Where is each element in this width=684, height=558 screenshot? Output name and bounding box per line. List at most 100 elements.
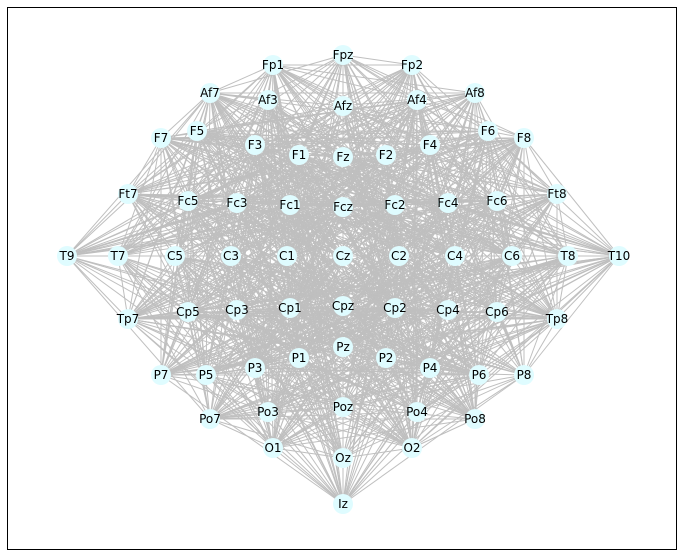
edge-p8-po4 [416,374,525,413]
node-c1: C1 [277,246,297,266]
edge-p5-po3 [205,374,269,413]
edge-t7-po7 [117,255,211,420]
edge-p8-iz [342,374,525,505]
edge-pz-po8 [342,346,476,420]
node-cp1: Cp1 [278,298,302,318]
edge-tp8-p8 [523,318,558,376]
nodes-layer: Fpz Fp1 Fp2 Af7 Af3 Afz Af4 Af8 F7 F5 F3 F1 Fz F2 F4 F6… [57,45,630,514]
node-label: Cp5 [176,305,200,319]
node-label: Fc6 [486,194,507,208]
node-af8: Af8 [465,83,485,103]
node-circle [487,191,507,211]
node-label: Fp2 [401,58,423,72]
edge-fc6-ft8 [496,193,558,202]
node-circle [118,309,138,329]
node-fz: Fz [333,147,353,167]
edge-cpz-p1 [298,305,344,359]
node-circle [469,365,489,385]
edge-tp8-p7 [160,318,558,376]
node-c2: C2 [389,246,409,266]
edge-fc6-t10 [496,200,620,257]
edge-tp8-o1 [272,318,558,449]
edge-cz-po8 [342,255,476,420]
edge-t8-p8 [523,255,569,376]
node-c6: C6 [502,246,522,266]
node-label: C5 [167,249,183,263]
edge-fc6-t9 [66,200,498,257]
node-label: Af3 [258,93,278,107]
node-fp1: Fp1 [262,55,284,75]
node-label: P1 [292,351,307,365]
node-circle [280,195,300,215]
edge-cp1-p3 [254,307,291,369]
node-t7: T7 [108,246,128,266]
edge-f4-tp7 [127,144,431,320]
edge-fc6-c1 [286,200,498,257]
edge-cp2-poz [342,307,396,408]
edge-p8-o2 [411,374,525,449]
node-label: P4 [423,361,438,375]
edges-layer [66,54,620,505]
edge-f7-ft7 [127,137,162,195]
node-circle [289,348,309,368]
edge-t10-tp8 [556,255,620,320]
node-fc2: Fc2 [384,195,406,215]
edge-p6-po7 [209,374,480,420]
edge-p8-poz [342,374,525,408]
node-label: Fc3 [226,196,247,210]
edge-c2-cp4 [398,255,449,311]
node-fc3: Fc3 [226,193,248,213]
edge-p5-o1 [205,374,274,449]
node-circle [245,358,265,378]
node-cpz: Cpz [332,296,354,316]
edge-cz-tp7 [127,255,344,320]
edge-ft8-cz [342,193,558,257]
node-fp2: Fp2 [401,55,423,75]
node-label: T7 [110,249,126,263]
node-label: C4 [447,249,463,263]
edge-c3-cpz [230,255,344,307]
edge-t9-tp7 [66,255,129,320]
edge-f1-cp4 [298,154,449,311]
edge-fc4-t9 [66,202,449,257]
node-circle [178,302,198,322]
node-label: Af7 [200,86,220,100]
edge-cp6-po7 [209,311,498,420]
node-t10: T10 [607,246,630,266]
edge-t8-po4 [416,255,569,413]
edge-cp3-iz [236,309,344,505]
edge-cp2-o2 [394,307,413,449]
node-circle [514,128,534,148]
edge-po4-iz [342,411,418,505]
node-label: Cz [336,249,351,263]
edge-t8-oz [342,255,569,459]
node-circle [609,246,629,266]
node-label: Cpz [332,299,354,313]
edge-cp5-o2 [187,311,413,449]
node-fc5: Fc5 [177,191,199,211]
node-circle [514,365,534,385]
node-fc1: Fc1 [279,195,301,215]
node-circle [151,365,171,385]
edge-t10-cp5 [187,255,620,313]
node-o2: O2 [402,438,422,458]
node-label: Po4 [406,405,428,419]
edge-t10-p8 [523,255,620,376]
edge-fc1-c3 [230,204,291,257]
node-circle [445,246,465,266]
node-circle [465,409,485,429]
node-label: Cp2 [383,301,407,315]
node-label: Fz [336,150,349,164]
node-label: P3 [248,361,263,375]
edge-cp5-p7 [160,311,189,376]
node-ft7: Ft7 [118,184,138,204]
edge-cp1-p4 [289,307,431,369]
edge-fc2-c4 [394,204,456,257]
node-label: Ft7 [118,187,137,201]
node-circle [465,83,485,103]
node-o1: O1 [263,438,283,458]
node-label: C1 [279,249,295,263]
node-circle [165,246,185,266]
edge-tp8-p6 [478,318,558,376]
edge-fp1-af8 [272,64,476,94]
